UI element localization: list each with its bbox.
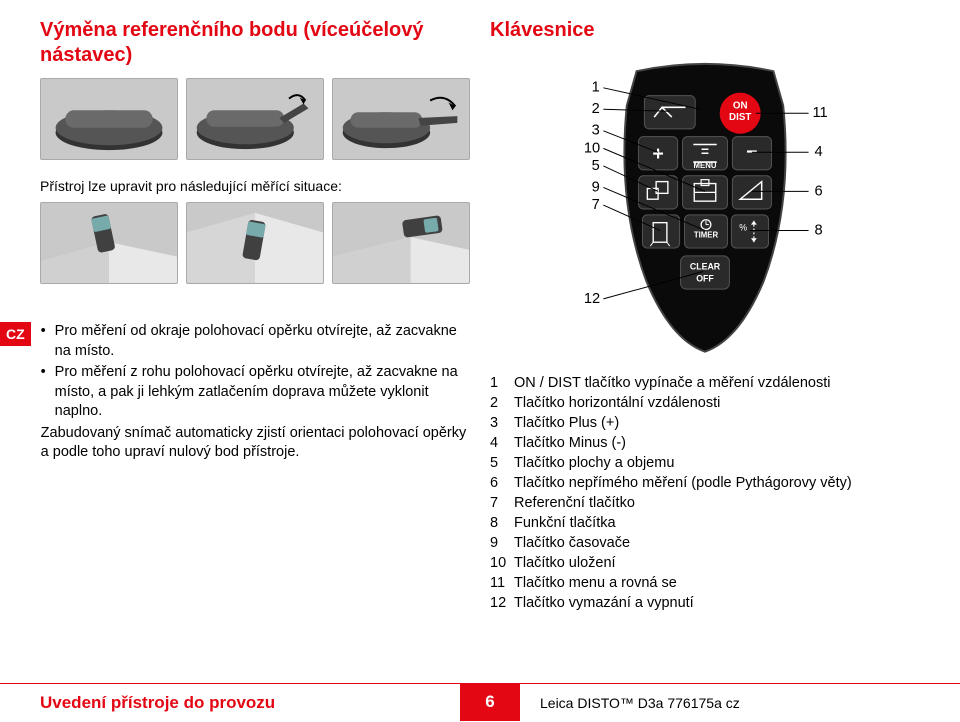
key-on-label: ON [733, 100, 748, 111]
bullet-1: Pro měření od okraje polohovací opěrku o… [55, 322, 470, 361]
figure-usage-outer-corner [332, 202, 470, 284]
legend-text: Tlačítko uložení [514, 553, 616, 573]
callout-3: 3 [592, 123, 600, 139]
callout-6: 6 [814, 183, 822, 199]
legend-text: Tlačítko horizontální vzdálenosti [514, 393, 720, 413]
keypad-legend: 1ON / DIST tlačítko vypínače a měření vz… [490, 373, 920, 613]
legend-num: 10 [490, 553, 514, 573]
callout-8: 8 [814, 222, 822, 238]
callout-12: 12 [584, 291, 600, 307]
legend-row: 9Tlačítko časovače [490, 533, 920, 553]
legend-num: 6 [490, 473, 514, 493]
figure-endpiece-half [186, 78, 324, 160]
legend-num: 3 [490, 413, 514, 433]
legend-row: 11Tlačítko menu a rovná se [490, 573, 920, 593]
key-off-label: OFF [696, 273, 714, 283]
legend-row: 5Tlačítko plochy a objemu [490, 453, 920, 473]
legend-text: Tlačítko vymazání a vypnutí [514, 593, 694, 613]
legend-row: 4Tlačítko Minus (-) [490, 433, 920, 453]
legend-num: 5 [490, 453, 514, 473]
svg-text:+: + [652, 143, 663, 165]
figure-endpiece-open [332, 78, 470, 160]
legend-num: 1 [490, 373, 514, 393]
svg-text:%: % [739, 222, 747, 232]
legend-row: 8Funkční tlačítka [490, 513, 920, 533]
bullet-text-block: •Pro měření od okraje polohovací opěrku … [41, 322, 470, 463]
figure-row-top [40, 78, 470, 160]
legend-text: Referenční tlačítko [514, 493, 635, 513]
legend-row: 7Referenční tlačítko [490, 493, 920, 513]
svg-text:=: = [701, 144, 709, 159]
key-menu-label: MENU [694, 161, 717, 170]
legend-row: 6Tlačítko nepřímého měření (podle Pythág… [490, 473, 920, 493]
legend-num: 8 [490, 513, 514, 533]
key-timer-label: TIMER [694, 230, 719, 239]
legend-text: Tlačítko časovače [514, 533, 630, 553]
legend-text: ON / DIST tlačítko vypínače a měření vzd… [514, 373, 830, 393]
page-footer: Uvedení přístroje do provozu 6 Leica DIS… [0, 683, 960, 721]
callout-1: 1 [592, 80, 600, 96]
legend-num: 11 [490, 573, 514, 593]
paragraph: Zabudovaný snímač automaticky zjistí ori… [41, 424, 470, 463]
figure-usage-inner-corner [186, 202, 324, 284]
footer-page-number: 6 [460, 683, 520, 721]
keypad-diagram: ON DIST + − = MENU [490, 53, 920, 363]
callout-7: 7 [592, 197, 600, 213]
footer-section-title: Uvedení přístroje do provozu [0, 683, 460, 721]
legend-row: 12Tlačítko vymazání a vypnutí [490, 593, 920, 613]
callout-9: 9 [592, 179, 600, 195]
legend-num: 2 [490, 393, 514, 413]
legend-row: 10Tlačítko uložení [490, 553, 920, 573]
section-heading-right: Klávesnice [490, 18, 920, 43]
section-heading-left: Výměna referenčního bodu (víceúčelový ná… [40, 18, 470, 68]
figure-endpiece-closed [40, 78, 178, 160]
legend-num: 4 [490, 433, 514, 453]
legend-text: Tlačítko Minus (-) [514, 433, 626, 453]
bullet-2: Pro měření z rohu polohovací opěrku otví… [55, 363, 470, 422]
legend-text: Tlačítko plochy a objemu [514, 453, 674, 473]
footer-doc-id: Leica DISTO™ D3a 776175a cz [520, 683, 960, 721]
key-dist-label: DIST [729, 112, 751, 123]
callout-10: 10 [584, 140, 600, 156]
key-clear-label: CLEAR [690, 262, 721, 272]
legend-row: 3Tlačítko Plus (+) [490, 413, 920, 433]
legend-row: 1ON / DIST tlačítko vypínače a měření vz… [490, 373, 920, 393]
legend-num: 12 [490, 593, 514, 613]
legend-text: Tlačítko menu a rovná se [514, 573, 677, 593]
subheading-left: Přístroj lze upravit pro následující měř… [40, 178, 470, 194]
figure-row-bottom [40, 202, 470, 284]
callout-11: 11 [813, 105, 828, 121]
language-badge: CZ [0, 322, 31, 346]
figure-usage-edge [40, 202, 178, 284]
legend-row: 2Tlačítko horizontální vzdálenosti [490, 393, 920, 413]
legend-num: 7 [490, 493, 514, 513]
callout-2: 2 [592, 101, 600, 117]
callout-4: 4 [814, 144, 822, 160]
callout-5: 5 [592, 158, 600, 174]
legend-text: Tlačítko nepřímého měření (podle Pythágo… [514, 473, 852, 493]
legend-num: 9 [490, 533, 514, 553]
legend-text: Tlačítko Plus (+) [514, 413, 619, 433]
legend-text: Funkční tlačítka [514, 513, 616, 533]
